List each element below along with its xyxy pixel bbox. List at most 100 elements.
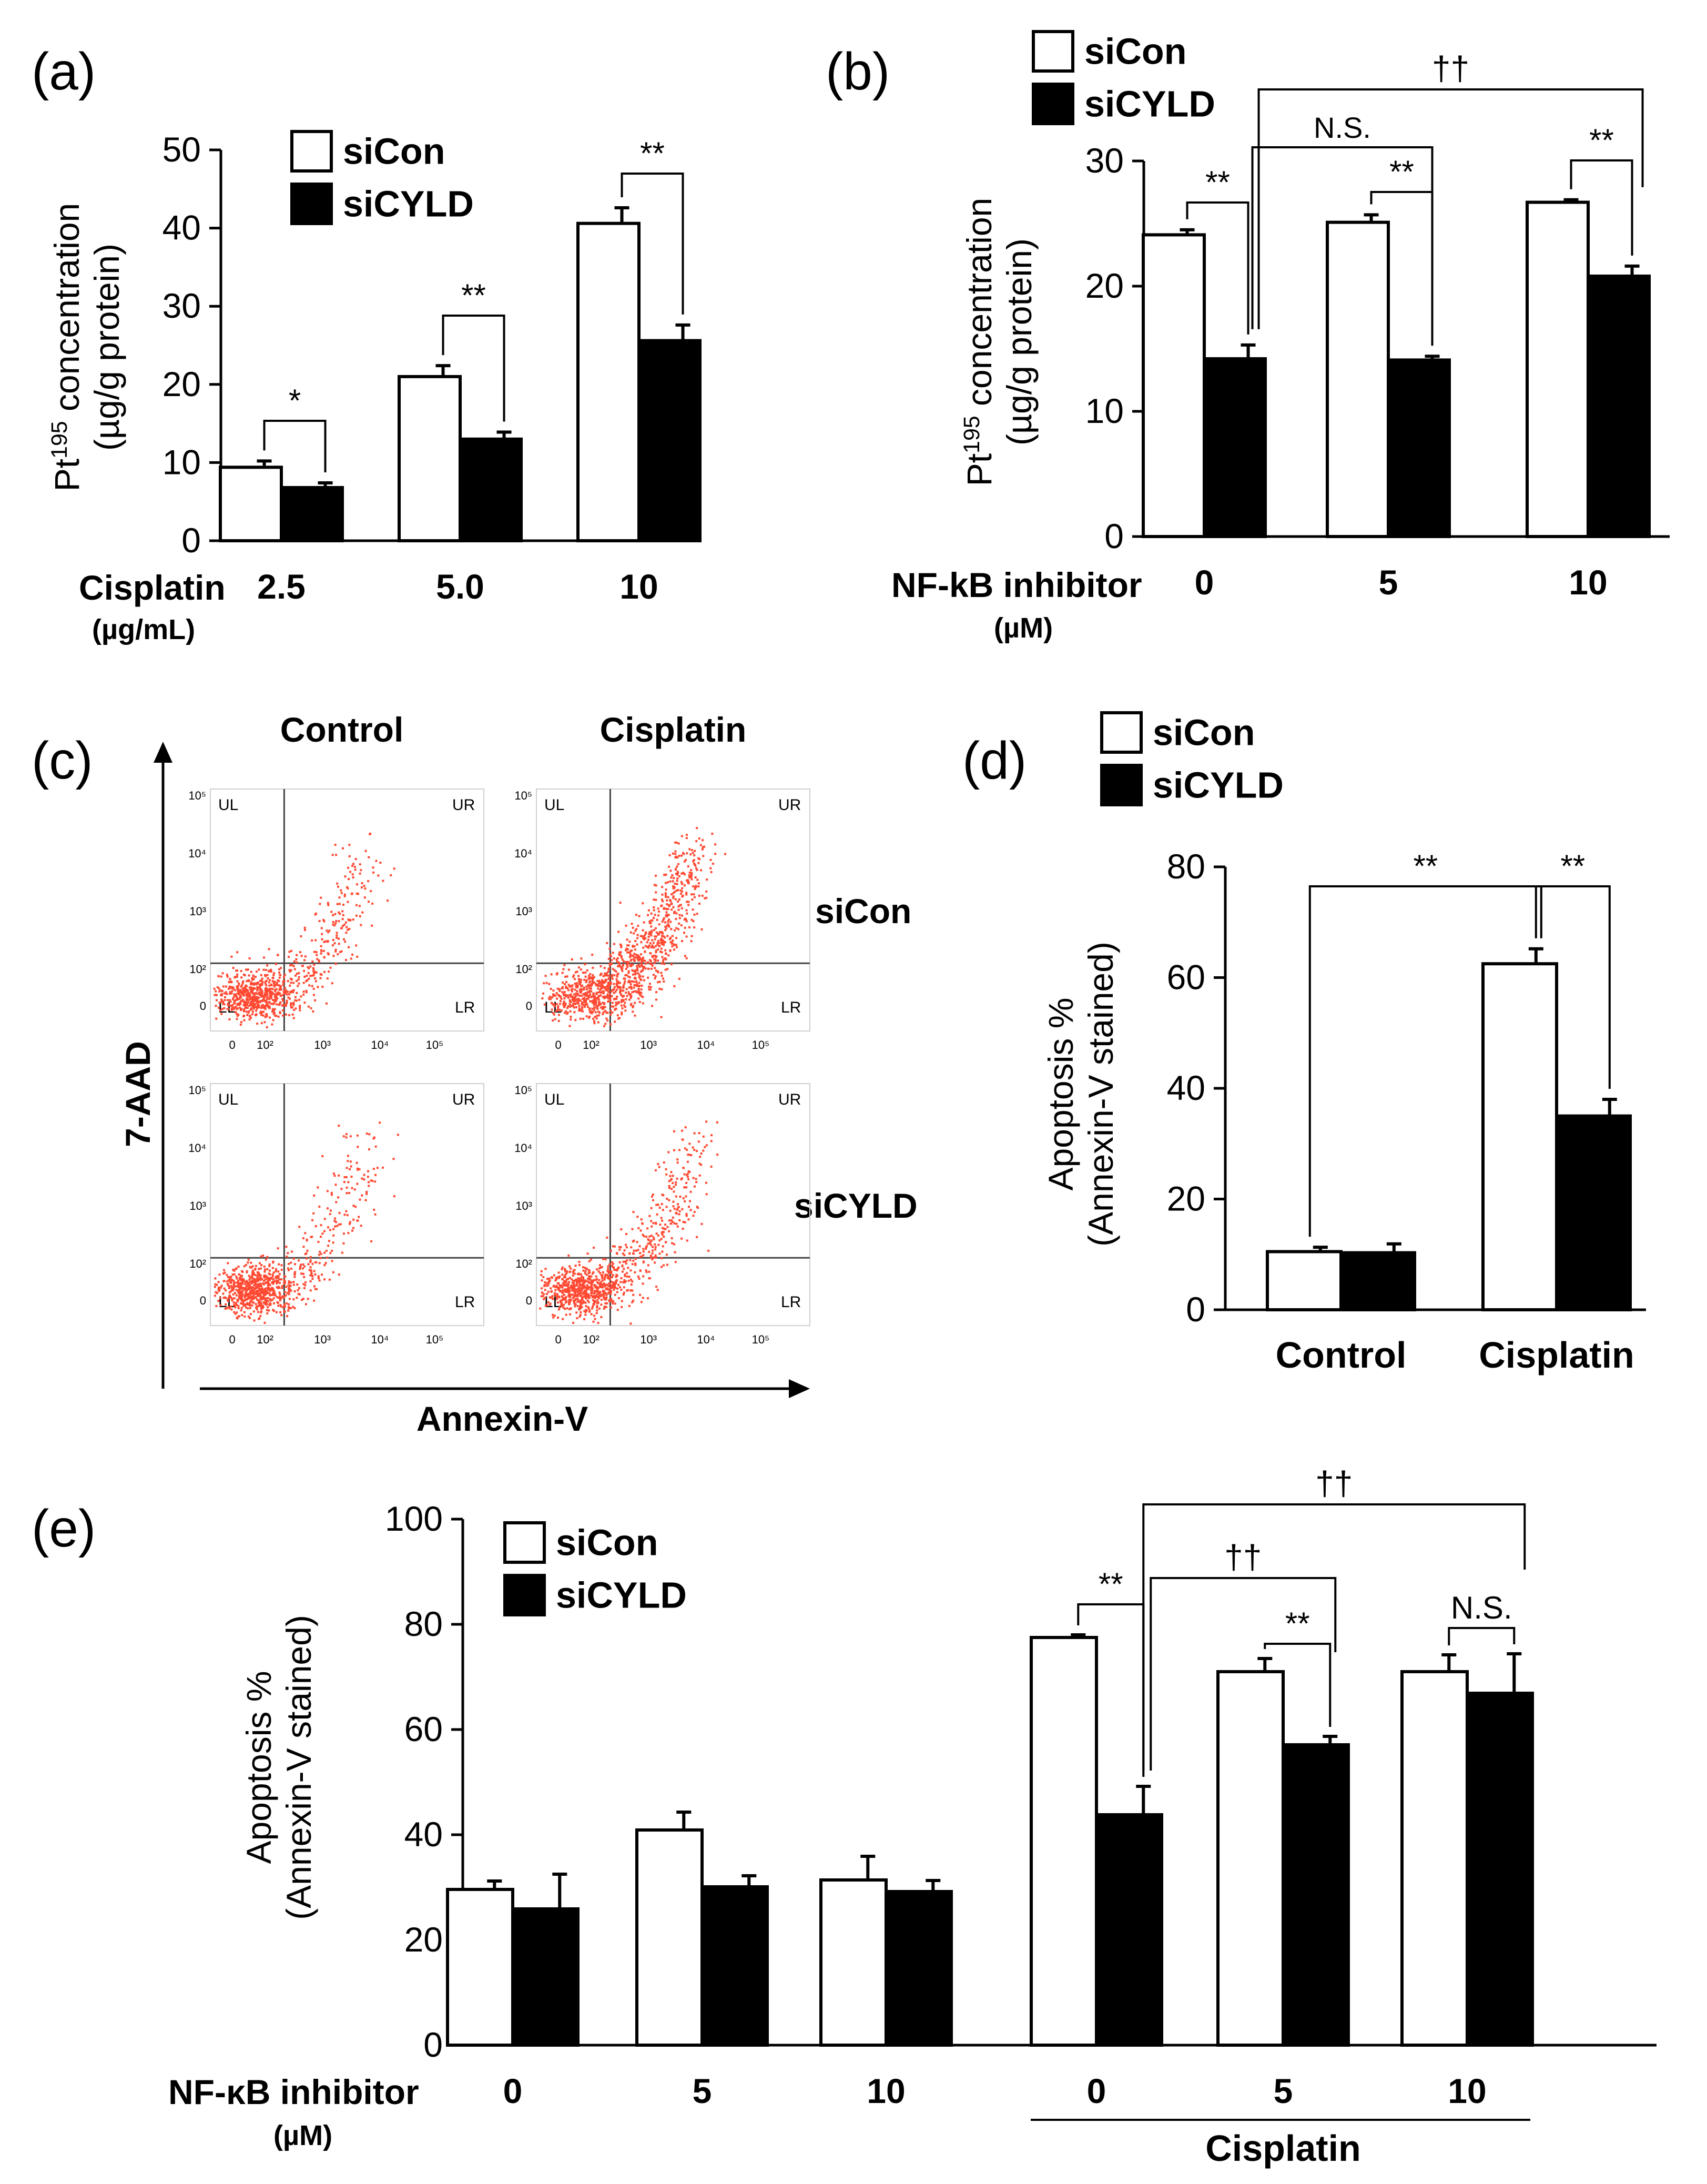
- flow-x-tick-label: 10²: [257, 1038, 273, 1051]
- flow-y-tick-label: 10⁵: [188, 1084, 206, 1097]
- flow-x-tick-label: 0: [229, 1333, 235, 1346]
- bar-e-siCon: [635, 1828, 704, 2047]
- x-tick-label-b: 5: [1379, 563, 1398, 602]
- flow-y-tick-label: 10⁴: [514, 1141, 532, 1155]
- bar-e-siCYLD: [1282, 1743, 1350, 2047]
- significance-e3-label: **: [1099, 1566, 1123, 1602]
- x-axis-unit: (µg/mL): [92, 614, 195, 645]
- legend-swatch-sicyld: [290, 183, 333, 225]
- y-tick-label-d: 20: [1167, 1179, 1205, 1218]
- flow-x-tick-label: 10⁵: [426, 1038, 444, 1051]
- flow-y-tick-label: 0: [526, 1294, 532, 1307]
- bar-a-siCon: [219, 466, 283, 542]
- y-tick-label-a: 30: [162, 286, 201, 325]
- legend-swatch-sicyld: [1032, 83, 1074, 125]
- flow-x-tick-label: 10³: [640, 1038, 657, 1051]
- flow-x-tick-label: 10²: [257, 1333, 273, 1346]
- legend-swatch-sicon: [290, 130, 333, 173]
- bar-a-siCYLD: [280, 486, 344, 543]
- significance-e-dagger2-label: ††: [1315, 1464, 1353, 1502]
- significance-d1-label: **: [1560, 848, 1585, 884]
- bar-b-siCYLD: [1203, 357, 1267, 538]
- flow-y-tick-label: 0: [200, 999, 206, 1013]
- significance-b-dagger-label: ††: [1432, 49, 1469, 87]
- significance-a0-bracket: [263, 420, 327, 473]
- quadrant-label-ul: UL: [218, 796, 238, 814]
- bar-a-siCon: [398, 375, 462, 542]
- cisplatin-group-label: Cisplatin: [1205, 2128, 1361, 2169]
- quadrant-label-lr: LR: [455, 1293, 475, 1311]
- flow-y-tick-label: 10²: [515, 1257, 532, 1270]
- flow-x-tick-label: 10³: [640, 1333, 657, 1346]
- y-tick-label-d: 60: [1167, 958, 1205, 997]
- significance-e4-bracket: [1264, 1643, 1332, 1727]
- flow-y-tick-label: 10⁵: [188, 789, 206, 802]
- quadrant-label-lr: LR: [455, 999, 475, 1016]
- flow-x-tick-label: 10²: [583, 1333, 600, 1346]
- y-tick-label-a: 50: [162, 130, 201, 169]
- significance-a2-label: **: [640, 136, 665, 171]
- legend-label-sicon: siCon: [343, 131, 445, 172]
- x-tick-label-a: 2.5: [257, 567, 306, 606]
- x-tick-label-b: 0: [1195, 563, 1214, 602]
- legend-swatch-sicon: [1032, 30, 1074, 73]
- panel-label-e: (e): [32, 1499, 96, 1558]
- legend-label-sicyld: siCYLD: [343, 184, 474, 225]
- bar-e-siCon: [446, 1888, 514, 2047]
- chart-d: 0 20 40 60 80 Control Cisplatin Apoptosis % (Ann…: [1041, 711, 1646, 1376]
- 7aad-axis-arrowhead: [154, 742, 172, 763]
- significance-a0-label: *: [289, 383, 301, 418]
- bar-d-siCYLD: [1339, 1251, 1416, 1312]
- x-tick-label-e: 0: [1087, 2071, 1106, 2110]
- y-tick-label-a: 20: [162, 365, 201, 403]
- annexin-axis-arrowhead: [789, 1379, 810, 1398]
- quadrant-label-ul: UL: [544, 796, 564, 814]
- flow-y-tick-label: 10⁴: [188, 1141, 206, 1155]
- y-tick-label-e: 40: [404, 1815, 443, 1854]
- x-tick-label-e: 10: [1448, 2071, 1486, 2110]
- 7aad-axis-title: 7-AAD: [118, 1041, 157, 1147]
- flow-dots: [539, 1120, 719, 1325]
- bar-e-siCon: [1400, 1670, 1469, 2047]
- flow-x-tick-label: 0: [229, 1038, 235, 1051]
- bar-e-siCYLD: [700, 1885, 769, 2047]
- flow-dots: [541, 827, 727, 1027]
- y-tick-label-a: 40: [162, 208, 201, 247]
- bar-e-siCYLD: [511, 1907, 580, 2047]
- y-axis-title-line1: Apoptosis %: [239, 1671, 278, 1864]
- flow-y-tick-label: 10²: [189, 963, 206, 976]
- y-axis-title-line2: (µg/g protein): [87, 244, 126, 451]
- x-tick-label-d: Cisplatin: [1479, 1334, 1634, 1376]
- x-tick-label-a: 10: [619, 567, 658, 606]
- flow-x-tick-label: 10³: [314, 1333, 331, 1346]
- bar-b-siCYLD: [1587, 274, 1651, 539]
- significance-e5-bracket: [1448, 1627, 1516, 1645]
- quadrant-label-ur: UR: [452, 1091, 475, 1108]
- panel-label-c: (c): [32, 731, 93, 790]
- significance-a1-bracket: [442, 315, 505, 422]
- flow-x-tick-label: 10⁴: [697, 1333, 715, 1346]
- column-title-control: Control: [280, 710, 404, 749]
- x-axis-title: NF-κB inhibitor: [168, 2072, 419, 2111]
- bar-e-siCon: [1030, 1636, 1098, 2047]
- y-tick-label-b: 30: [1085, 141, 1124, 180]
- flow-x-tick-label: 10⁴: [371, 1333, 389, 1346]
- flow-plot-frame: [210, 788, 484, 1032]
- panel-label-b: (b): [826, 42, 890, 101]
- significance-a1-label: **: [461, 278, 486, 313]
- bar-b-siCon: [1526, 200, 1590, 539]
- legend-label-sicon: siCon: [1153, 712, 1255, 753]
- flow-y-tick-label: 10³: [515, 1199, 532, 1212]
- bar-a-siCYLD: [637, 339, 702, 542]
- chart-b: 0 10 20 30 0 5 10 Pt195 concentration (µg/g prot…: [891, 30, 1670, 644]
- flow-y-tick-label: 10⁵: [514, 1084, 532, 1097]
- y-axis-title-line1: Apoptosis %: [1041, 998, 1080, 1191]
- significance-b0-bracket: [1186, 201, 1249, 335]
- y-tick-label-b: 10: [1085, 391, 1124, 430]
- y-axis-title: Pt195 concentration (µg/g protein): [47, 203, 126, 492]
